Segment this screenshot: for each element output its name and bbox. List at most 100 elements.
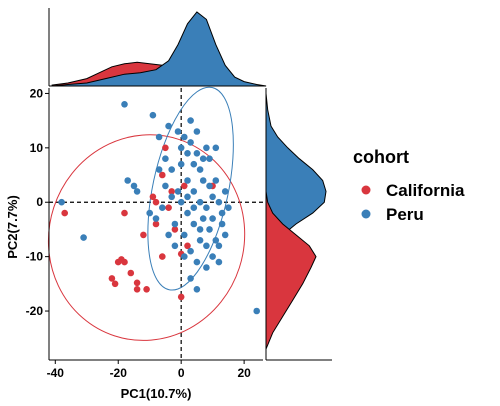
point-peru-4 bbox=[130, 182, 138, 190]
point-peru-29 bbox=[203, 264, 210, 271]
point-california-17 bbox=[127, 269, 135, 277]
point-peru-7 bbox=[155, 133, 163, 141]
point-peru-51 bbox=[174, 188, 182, 195]
point-peru-45 bbox=[218, 220, 226, 228]
point-peru-31 bbox=[190, 220, 198, 228]
point-peru-72 bbox=[155, 166, 163, 173]
point-peru-39 bbox=[181, 231, 188, 239]
point-peru-35 bbox=[165, 231, 172, 239]
point-peru-68 bbox=[203, 242, 210, 250]
point-peru-24 bbox=[215, 198, 223, 206]
point-peru-28 bbox=[209, 253, 216, 260]
point-california-23 bbox=[181, 182, 188, 190]
point-california-16 bbox=[114, 258, 122, 266]
point-peru-38 bbox=[146, 209, 153, 217]
legend-label-peru: Peru bbox=[386, 205, 424, 224]
point-peru-16 bbox=[190, 160, 198, 168]
legend-title: cohort bbox=[353, 147, 409, 167]
point-peru-62 bbox=[187, 117, 194, 124]
point-peru-63 bbox=[177, 160, 185, 168]
y-tick-label--10: -10 bbox=[26, 250, 44, 264]
point-peru-60 bbox=[212, 144, 220, 152]
point-peru-18 bbox=[196, 166, 204, 173]
point-peru-54 bbox=[193, 286, 201, 293]
point-peru-21 bbox=[206, 182, 213, 190]
point-peru-40 bbox=[187, 247, 194, 255]
point-peru-70 bbox=[215, 258, 223, 266]
point-peru-2 bbox=[80, 234, 87, 241]
point-peru-6 bbox=[149, 111, 157, 119]
point-california-15 bbox=[111, 280, 119, 288]
point-california-0 bbox=[61, 209, 68, 217]
point-peru-59 bbox=[206, 155, 213, 162]
point-peru-64 bbox=[162, 182, 169, 190]
legend-key-peru bbox=[361, 209, 371, 219]
point-california-9 bbox=[159, 253, 166, 260]
point-peru-1 bbox=[58, 198, 65, 206]
x-tick-label-0: 0 bbox=[178, 366, 185, 380]
point-california-8 bbox=[152, 220, 160, 228]
point-california-10 bbox=[162, 144, 169, 152]
point-california-18 bbox=[140, 231, 147, 239]
point-peru-0 bbox=[121, 101, 128, 108]
y-tick-label-20: 20 bbox=[30, 86, 44, 100]
point-peru-57 bbox=[253, 307, 260, 315]
point-peru-49 bbox=[196, 198, 204, 206]
point-california-7 bbox=[143, 286, 150, 293]
point-peru-13 bbox=[181, 133, 188, 141]
point-peru-43 bbox=[206, 226, 213, 233]
top-marginal-density bbox=[48, 8, 267, 87]
point-peru-11 bbox=[174, 128, 182, 135]
point-california-1 bbox=[108, 275, 116, 282]
point-peru-61 bbox=[193, 128, 201, 135]
point-peru-8 bbox=[162, 155, 169, 162]
point-peru-32 bbox=[184, 209, 191, 217]
point-peru-47 bbox=[184, 177, 191, 184]
point-peru-3 bbox=[124, 177, 131, 184]
x-tick-label-20: 20 bbox=[237, 366, 251, 380]
point-peru-48 bbox=[190, 188, 198, 195]
scatter-panel bbox=[47, 86, 263, 360]
point-peru-5 bbox=[133, 188, 141, 195]
point-peru-12 bbox=[177, 144, 185, 152]
point-california-19 bbox=[149, 193, 157, 201]
point-peru-14 bbox=[184, 150, 191, 157]
y-axis-title: PC2(7.7%) bbox=[5, 195, 20, 259]
legend-key-california bbox=[361, 185, 371, 195]
point-peru-9 bbox=[165, 122, 172, 130]
point-peru-46 bbox=[225, 204, 232, 211]
point-peru-50 bbox=[203, 204, 210, 211]
point-california-13 bbox=[168, 188, 175, 195]
point-california-5 bbox=[133, 279, 141, 287]
point-peru-22 bbox=[209, 193, 216, 201]
y-tick-label-10: 10 bbox=[30, 141, 44, 155]
legend: cohort California Peru bbox=[353, 147, 465, 224]
point-peru-67 bbox=[196, 226, 204, 233]
point-peru-53 bbox=[187, 275, 194, 282]
point-california-24 bbox=[184, 242, 191, 250]
point-peru-17 bbox=[193, 150, 201, 157]
y-tick-label-0: 0 bbox=[36, 195, 43, 209]
point-california-3 bbox=[121, 258, 128, 266]
confidence-ellipse-peru bbox=[147, 86, 234, 291]
right-marginal-density bbox=[265, 88, 332, 361]
point-california-4 bbox=[121, 209, 128, 217]
point-california-12 bbox=[152, 198, 160, 206]
top-density-peru bbox=[52, 11, 267, 87]
point-peru-23 bbox=[212, 177, 220, 184]
point-california-20 bbox=[159, 171, 166, 179]
point-peru-15 bbox=[187, 139, 194, 146]
right-density-california bbox=[265, 191, 317, 350]
x-tick-label--20: -20 bbox=[110, 366, 128, 380]
point-peru-26 bbox=[221, 231, 229, 239]
point-peru-33 bbox=[177, 198, 185, 206]
x-axis-title: PC1(10.7%) bbox=[121, 386, 192, 401]
point-california-11 bbox=[177, 293, 185, 301]
point-peru-36 bbox=[159, 204, 166, 211]
point-california-22 bbox=[171, 226, 179, 233]
point-peru-65 bbox=[184, 193, 191, 201]
x-tick-label--40: -40 bbox=[47, 366, 65, 380]
point-peru-20 bbox=[203, 144, 210, 152]
point-peru-37 bbox=[152, 215, 160, 222]
